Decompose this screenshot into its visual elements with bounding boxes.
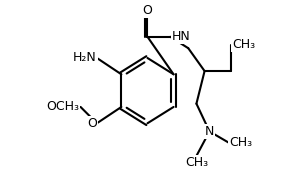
Text: O: O [87, 117, 97, 130]
Text: H₂N: H₂N [73, 51, 97, 65]
Text: HN: HN [172, 30, 191, 43]
Text: O: O [143, 4, 152, 17]
Text: CH₃: CH₃ [185, 156, 208, 169]
Text: CH₃: CH₃ [232, 38, 255, 51]
Text: CH₃: CH₃ [229, 136, 252, 149]
Text: N: N [205, 125, 214, 138]
Text: OCH₃: OCH₃ [46, 100, 79, 113]
